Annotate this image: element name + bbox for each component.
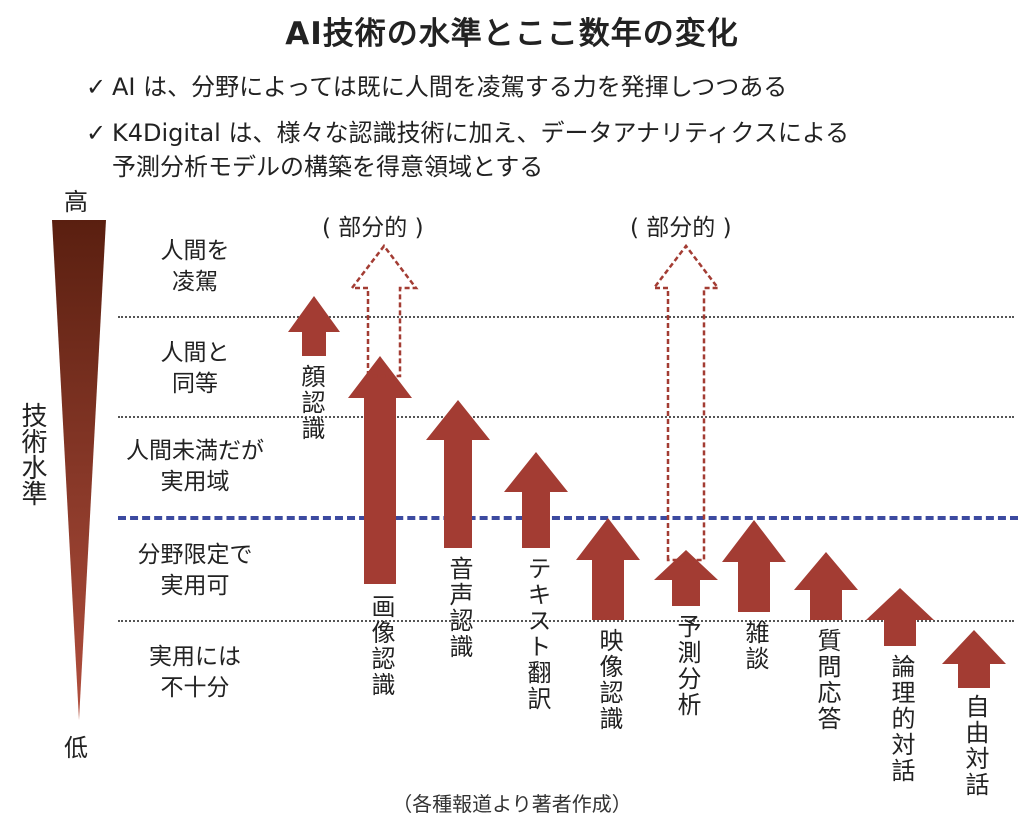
- scale-high-label: 高: [64, 188, 88, 216]
- scale-low-label: 低: [64, 734, 88, 762]
- level-limited-line2: 実用可: [160, 573, 230, 599]
- arrow-predictive-analysis: [654, 550, 718, 606]
- bullet-1: ✓ AI は、分野によっては既に人間を凌駕する力を発揮しつつある: [86, 70, 787, 104]
- level-limited-line1: 分野限定で: [137, 542, 253, 568]
- level-practical-below-line1: 人間未満だが: [126, 438, 264, 464]
- bullet-1-text: AI は、分野によっては既に人間を凌駕する力を発揮しつつある: [112, 73, 788, 101]
- level-equal-line1: 人間と: [160, 340, 230, 366]
- tech-label-free-dialogue: 自由対話: [961, 694, 989, 798]
- level-practical-below: 人間未満だが 実用域: [100, 436, 290, 498]
- arrow-text-translation: [504, 452, 568, 548]
- arrow-logical-dialogue: [866, 588, 934, 646]
- divider-equal-practical: [118, 416, 1014, 418]
- bullet-2-text-line1: K4Digital は、様々な認識技術に加え、データアナリティクスによる: [112, 119, 850, 147]
- level-surpass: 人間を 凌駕: [100, 236, 290, 298]
- bullet-2-text-line2: 予測分析モデルの構築を得意領域とする: [112, 153, 544, 181]
- scale-wedge: [52, 220, 106, 720]
- axis-label: 技術水準: [12, 402, 52, 514]
- tech-label-predictive: 予測分析: [673, 614, 701, 718]
- level-equal-line2: 同等: [172, 371, 218, 397]
- level-practical-below-line2: 実用域: [160, 469, 230, 495]
- divider-surpass-equal: [118, 316, 1014, 318]
- arrow-video-recognition: [576, 518, 640, 620]
- arrow-predictive-analysis-partial: [651, 243, 721, 562]
- check-icon: ✓: [86, 73, 107, 101]
- divider-limited-insufficient: [118, 620, 1014, 622]
- arrow-chat: [722, 520, 786, 612]
- tech-label-chat: 雑談: [741, 620, 769, 672]
- level-insufficient-line1: 実用には: [149, 644, 241, 670]
- arrow-free-dialogue: [942, 630, 1006, 688]
- tech-label-image: 画像認識: [367, 594, 395, 698]
- axis-label-text: 技術水準: [17, 402, 47, 506]
- check-icon: ✓: [86, 119, 107, 147]
- bullet-2: ✓ K4Digital は、様々な認識技術に加え、データアナリティクスによる 予測…: [86, 116, 849, 184]
- arrow-image-recognition-partial: [349, 243, 419, 378]
- tech-label-text-translation: テキスト翻訳: [523, 556, 551, 712]
- arrow-face-recognition: [288, 296, 340, 356]
- partial-label-predictive: ( 部分的 ): [630, 215, 732, 241]
- level-surpass-line2: 凌駕: [172, 269, 218, 295]
- tech-label-face: 顔認識: [297, 364, 325, 442]
- level-surpass-line1: 人間を: [160, 238, 230, 264]
- source-note: （各種報道より著者作成）: [392, 792, 632, 816]
- practical-threshold-line: [118, 516, 1018, 520]
- tech-label-qa: 質問応答: [813, 628, 841, 732]
- level-limited: 分野限定で 実用可: [100, 540, 290, 602]
- level-insufficient: 実用には 不十分: [100, 642, 290, 704]
- arrow-speech-recognition: [426, 400, 490, 548]
- arrow-qa: [794, 552, 858, 620]
- tech-label-logical-dialogue: 論理的対話: [887, 654, 915, 784]
- level-insufficient-line2: 不十分: [160, 675, 230, 701]
- page-title: AI技術の水準とここ数年の変化: [285, 16, 739, 52]
- tech-label-speech: 音声認識: [445, 556, 473, 660]
- tech-label-video: 映像認識: [595, 628, 623, 732]
- level-equal: 人間と 同等: [100, 338, 290, 400]
- partial-label-image: ( 部分的 ): [322, 215, 424, 241]
- arrow-image-recognition: [348, 356, 412, 584]
